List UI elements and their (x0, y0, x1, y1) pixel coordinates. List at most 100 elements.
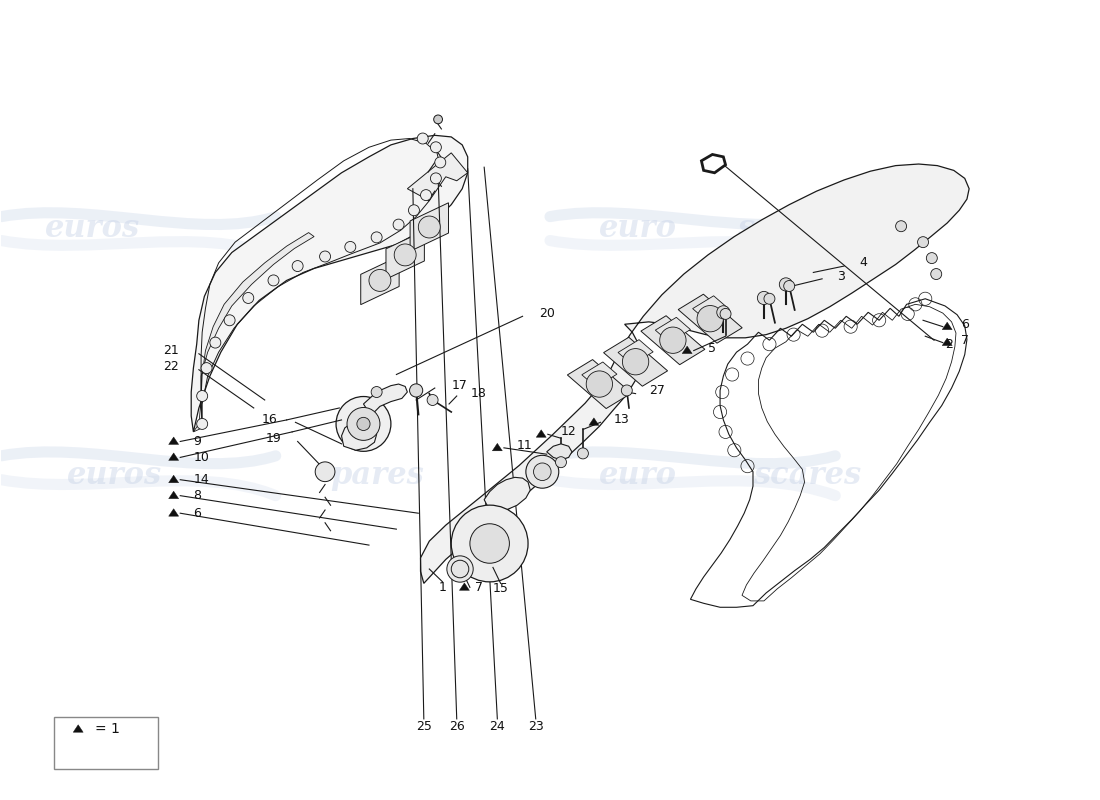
Polygon shape (679, 294, 743, 343)
Text: 20: 20 (539, 307, 554, 321)
Polygon shape (407, 153, 468, 201)
Circle shape (336, 397, 390, 451)
Text: 11: 11 (517, 439, 532, 452)
Text: 8: 8 (194, 489, 201, 502)
Circle shape (197, 390, 208, 402)
Text: 27: 27 (649, 384, 664, 397)
Circle shape (586, 371, 613, 398)
Circle shape (409, 384, 422, 397)
Text: euros: euros (45, 213, 141, 244)
Text: euro: euro (600, 213, 678, 244)
Polygon shape (484, 478, 530, 510)
Text: pares: pares (331, 460, 425, 491)
Circle shape (697, 306, 724, 332)
Text: euros: euros (67, 460, 163, 491)
Text: 7: 7 (475, 581, 483, 594)
Text: 23: 23 (528, 720, 543, 734)
Text: 21: 21 (164, 344, 179, 357)
Text: 9: 9 (194, 435, 201, 448)
Polygon shape (191, 135, 468, 432)
Circle shape (623, 349, 649, 375)
Text: 19: 19 (265, 432, 282, 445)
Circle shape (418, 216, 440, 238)
Circle shape (427, 394, 438, 406)
Circle shape (210, 337, 221, 348)
Polygon shape (618, 340, 653, 365)
Circle shape (526, 455, 559, 488)
Text: scares: scares (737, 213, 845, 244)
Circle shape (783, 281, 794, 291)
Circle shape (578, 448, 588, 459)
Text: 14: 14 (194, 474, 209, 486)
Circle shape (430, 173, 441, 184)
Polygon shape (641, 316, 705, 365)
Text: 7: 7 (961, 334, 969, 346)
Text: 6: 6 (961, 318, 969, 330)
Polygon shape (168, 509, 178, 516)
Circle shape (451, 560, 469, 578)
Polygon shape (493, 443, 503, 451)
Circle shape (717, 306, 730, 319)
Polygon shape (168, 453, 178, 460)
Text: 2: 2 (945, 338, 953, 350)
Text: = 1: = 1 (95, 722, 120, 736)
Polygon shape (943, 338, 953, 346)
Circle shape (621, 385, 632, 396)
Text: 22: 22 (164, 360, 179, 373)
Text: 6: 6 (194, 506, 201, 520)
Circle shape (393, 219, 404, 230)
Text: 17: 17 (451, 379, 468, 392)
Text: 10: 10 (194, 451, 209, 464)
Polygon shape (168, 475, 178, 482)
FancyBboxPatch shape (54, 717, 158, 769)
Circle shape (931, 269, 942, 279)
Polygon shape (588, 418, 598, 426)
Circle shape (417, 133, 428, 144)
Polygon shape (604, 338, 668, 386)
Circle shape (197, 418, 208, 430)
Polygon shape (194, 233, 315, 432)
Circle shape (447, 556, 473, 582)
Polygon shape (460, 583, 470, 590)
Text: 13: 13 (614, 414, 629, 426)
Polygon shape (656, 318, 691, 342)
Circle shape (917, 237, 928, 248)
Polygon shape (693, 296, 728, 321)
Polygon shape (420, 164, 969, 583)
Circle shape (720, 309, 732, 319)
Polygon shape (568, 359, 631, 409)
Text: 1: 1 (439, 581, 447, 594)
Circle shape (764, 294, 774, 304)
Circle shape (408, 205, 419, 216)
Text: 5: 5 (708, 342, 716, 354)
Circle shape (394, 244, 416, 266)
Circle shape (293, 261, 304, 271)
Circle shape (268, 275, 279, 286)
Polygon shape (547, 444, 572, 460)
Text: 15: 15 (493, 582, 508, 595)
Circle shape (433, 115, 442, 124)
Polygon shape (582, 362, 617, 387)
Circle shape (420, 190, 431, 201)
Polygon shape (682, 346, 692, 354)
Circle shape (371, 232, 382, 243)
Text: 25: 25 (416, 720, 432, 734)
Text: pares: pares (309, 213, 403, 244)
Circle shape (371, 386, 382, 398)
Circle shape (758, 291, 770, 305)
Circle shape (779, 278, 792, 291)
Text: 16: 16 (262, 413, 278, 426)
Text: scares: scares (754, 460, 861, 491)
Text: 24: 24 (490, 720, 505, 734)
Text: 26: 26 (449, 720, 464, 734)
Polygon shape (361, 256, 399, 305)
Circle shape (534, 463, 551, 481)
Polygon shape (341, 420, 376, 450)
Circle shape (316, 462, 334, 482)
Circle shape (346, 407, 380, 440)
Circle shape (243, 293, 254, 303)
Polygon shape (943, 322, 953, 330)
Polygon shape (536, 430, 547, 438)
Circle shape (356, 418, 370, 430)
Circle shape (660, 327, 686, 354)
